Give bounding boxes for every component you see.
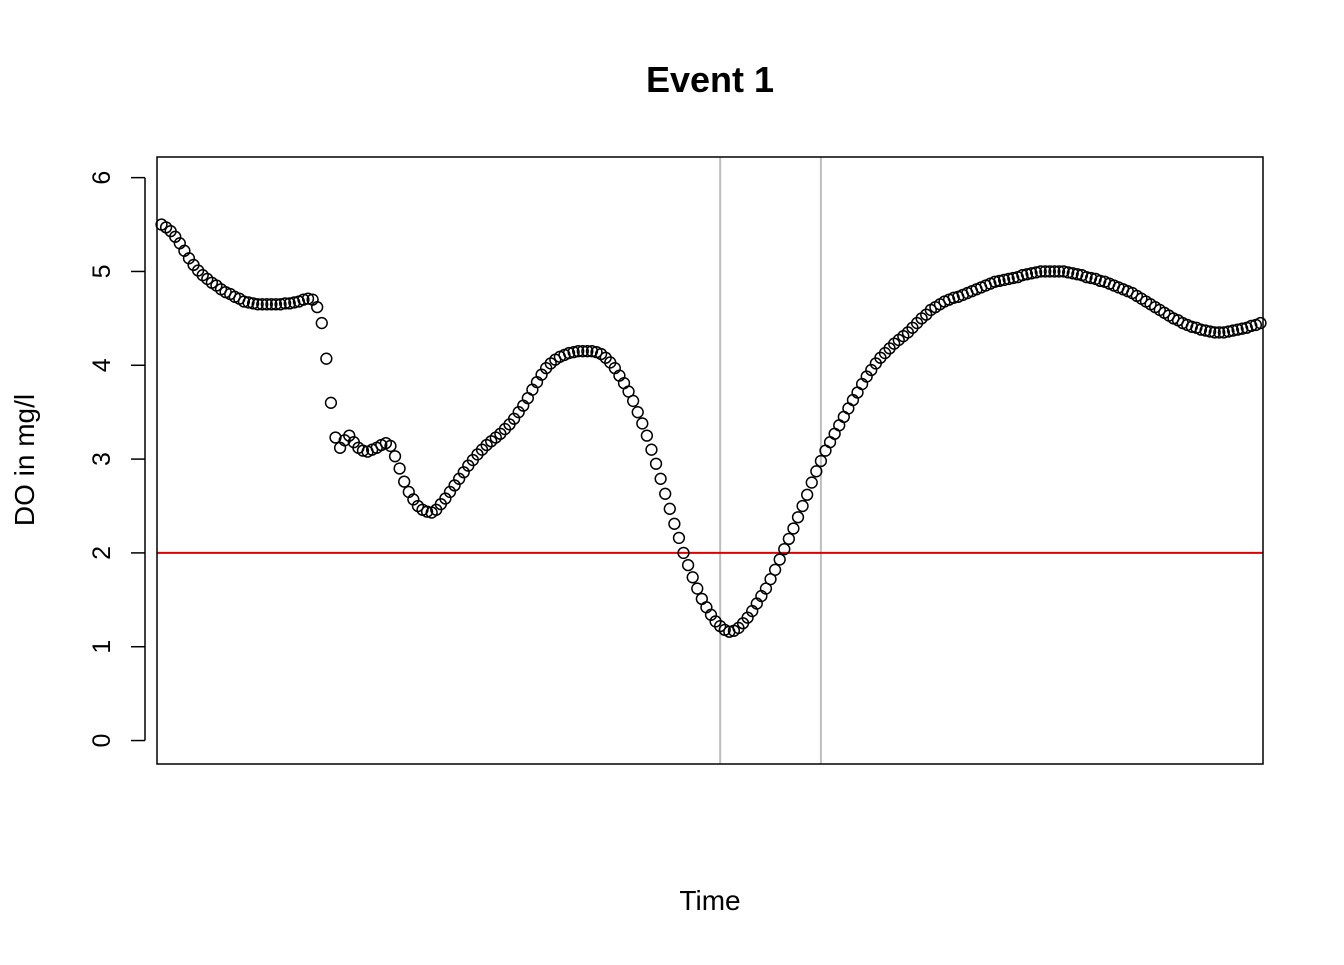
data-point (631, 406, 644, 419)
data-point (572, 345, 585, 358)
data-point (297, 293, 310, 306)
data-point (1062, 266, 1075, 279)
data-point (265, 298, 278, 311)
y-tick-label: 6 (88, 171, 116, 185)
data-point (315, 316, 328, 330)
data-point (356, 444, 370, 457)
data-point (1199, 324, 1212, 337)
data-point (988, 275, 1002, 288)
data-point (246, 297, 260, 310)
data-point (791, 511, 805, 524)
data-point (269, 298, 283, 311)
data-point (782, 532, 795, 545)
data-point (672, 531, 686, 545)
x-axis-label: Time (679, 885, 740, 916)
data-point (237, 295, 251, 308)
data-point (1203, 325, 1217, 338)
data-point (649, 457, 663, 470)
data-point (778, 543, 791, 556)
data-point (1039, 265, 1052, 278)
y-tick-label: 5 (88, 265, 116, 279)
data-point (686, 571, 699, 584)
data-point (242, 296, 255, 309)
data-point (1029, 266, 1043, 279)
data-point (1254, 316, 1267, 330)
data-point (677, 546, 690, 560)
data-point (1194, 323, 1208, 336)
data-point (562, 346, 576, 360)
data-point (320, 352, 333, 365)
data-point (1226, 324, 1240, 337)
data-point (393, 462, 406, 475)
data-point (814, 454, 828, 468)
data-point (420, 505, 434, 518)
y-tick-label: 0 (88, 734, 116, 748)
data-point (1208, 326, 1221, 339)
data-point (251, 298, 264, 311)
data-point (274, 298, 287, 311)
data-points (155, 218, 1267, 638)
y-tick-label: 2 (88, 546, 116, 560)
data-point (801, 488, 814, 501)
y-tick-label: 1 (88, 640, 116, 654)
data-point (1043, 265, 1057, 278)
data-point (1217, 326, 1231, 339)
event-window-lines (719, 157, 822, 764)
data-point (1034, 265, 1047, 278)
data-point (1213, 326, 1226, 339)
data-point (659, 487, 672, 500)
plot-frame (156, 156, 1264, 765)
chart-title: Event 1 (646, 59, 774, 100)
data-point (388, 450, 402, 463)
data-point (1020, 268, 1034, 281)
data-point (654, 472, 667, 485)
data-point (1002, 272, 1015, 286)
data-point (398, 475, 411, 488)
data-point (773, 553, 786, 566)
data-point (1066, 267, 1079, 280)
data-point (1016, 269, 1029, 282)
data-point (993, 274, 1006, 287)
y-axis-label: DO in mg/l (9, 394, 40, 526)
data-point (1222, 325, 1235, 338)
data-point (668, 517, 681, 530)
data-point (636, 417, 649, 430)
y-axis: 0 1 2 3 4 5 6 (88, 171, 146, 748)
data-point (384, 439, 397, 453)
data-point (260, 298, 273, 311)
data-point (567, 345, 580, 359)
data-point (810, 465, 823, 478)
data-point (805, 476, 818, 489)
data-point (576, 345, 589, 358)
data-point (787, 522, 800, 535)
y-tick-label: 3 (88, 452, 116, 466)
data-point (301, 292, 315, 305)
data-point (581, 345, 594, 358)
data-point (311, 300, 324, 314)
y-tick-label: 4 (88, 358, 116, 372)
data-point (768, 563, 782, 576)
data-point (1052, 265, 1066, 278)
data-point (283, 297, 296, 310)
data-point (997, 273, 1011, 287)
data-point (1057, 265, 1070, 278)
data-point (324, 396, 338, 409)
data-point (1025, 267, 1038, 280)
data-point (1048, 265, 1061, 278)
data-point (796, 499, 809, 513)
data-point (1231, 323, 1244, 336)
data-point (278, 297, 292, 310)
data-point (1080, 270, 1093, 284)
data-point (256, 298, 269, 311)
data-point (681, 558, 695, 572)
data-point (627, 394, 640, 408)
data-point (663, 502, 676, 515)
data-point (640, 429, 654, 442)
data-point (645, 443, 658, 456)
data-point (691, 582, 704, 595)
